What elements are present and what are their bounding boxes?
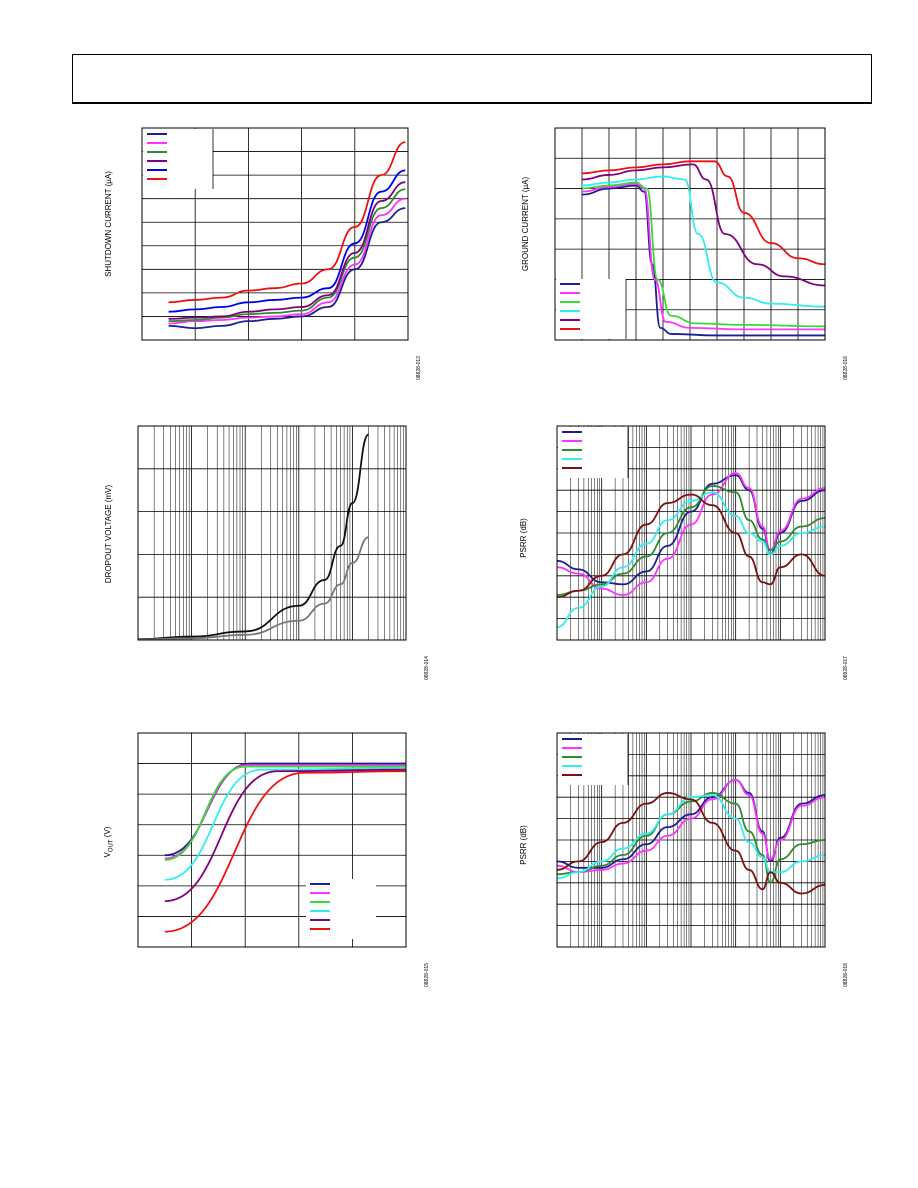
series-line-5 [581, 160, 826, 266]
series-line-4 [581, 163, 826, 287]
series-line-1 [556, 779, 826, 874]
plot-frame [137, 425, 407, 641]
series-line-0 [581, 184, 825, 337]
chart-psrr-1: PSRR (dB) 08828-017 [505, 418, 850, 680]
series-line-4 [556, 493, 826, 599]
series-line-3 [556, 794, 826, 880]
series-line-2 [168, 188, 406, 323]
series-line-3 [164, 767, 407, 881]
chart-psrr1-svg [556, 425, 826, 641]
page-header-box [72, 54, 872, 104]
chart-psrr2-svg [556, 732, 826, 948]
chart-vout: VOUT (V) 08828-015 [90, 725, 430, 987]
series-line-0 [137, 433, 370, 641]
series-line-3 [581, 175, 826, 308]
series-line-3 [168, 181, 406, 320]
series-line-1 [556, 472, 826, 596]
chart-vout-figid: 08828-015 [424, 963, 430, 987]
plot-frame [137, 732, 407, 948]
plot-frame [554, 127, 826, 341]
chart-psrr2-figid: 08828-018 [843, 963, 849, 987]
chart-vout-svg [137, 732, 407, 948]
chart-psrr-2: PSRR (dB) 08828-018 [505, 725, 850, 987]
series-line-3 [556, 491, 826, 629]
chart-dropout-svg [137, 425, 407, 641]
series-line-0 [168, 207, 406, 330]
series-line-5 [164, 770, 407, 933]
chart-dropout-figid: 08828-014 [424, 656, 430, 680]
series-line-4 [164, 768, 407, 903]
series-line-4 [556, 792, 826, 895]
chart-shutdown-figid: 08828-013 [416, 356, 422, 380]
chart-psrr1-figid: 08828-017 [843, 656, 849, 680]
series-line-4 [168, 169, 406, 313]
series-line-1 [168, 197, 406, 325]
series-line-1 [164, 764, 406, 860]
series-line-2 [556, 792, 826, 884]
chart-shutdown-svg [141, 127, 409, 341]
series-line-1 [137, 536, 369, 641]
legend-box [558, 427, 628, 478]
chart-dropout-voltage: DROPOUT VOLTAGE (mV) 08828-014 [90, 418, 430, 680]
plot-frame [141, 127, 409, 341]
chart-ground-figid: 08828-016 [843, 356, 849, 380]
chart-ground-svg [554, 127, 826, 341]
series-line-2 [581, 181, 826, 328]
legend-box [558, 734, 628, 785]
series-line-5 [168, 141, 406, 304]
series-line-1 [581, 183, 825, 331]
plot-frame [556, 425, 826, 641]
series-line-2 [164, 765, 406, 861]
chart-ground-current: GROUND CURRENT (µA) 08828-016 [505, 118, 850, 380]
chart-shutdown-current: SHUTDOWN CURRENT (µA) 08828-013 [90, 118, 430, 380]
plot-frame [556, 732, 826, 948]
